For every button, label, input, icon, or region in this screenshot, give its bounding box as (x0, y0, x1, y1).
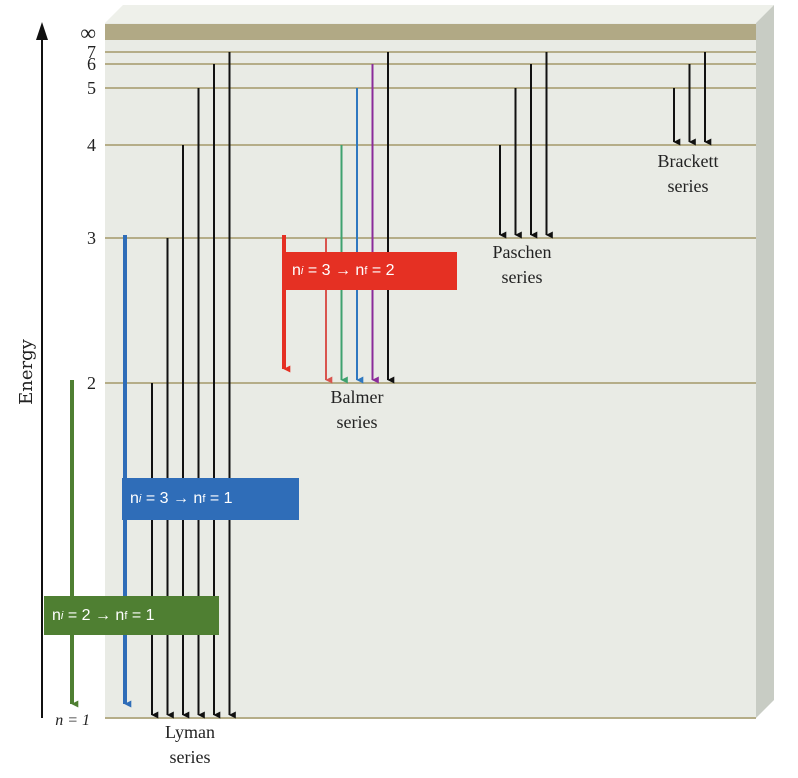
ground-level-label: n = 1 (55, 712, 90, 729)
infinity-band (105, 24, 756, 40)
level-label-7: 7 (87, 42, 96, 62)
panel-side-face (756, 5, 774, 718)
callout-i: i (300, 265, 304, 277)
level-label-3: 3 (87, 228, 96, 248)
callout-n: n (130, 490, 139, 507)
paschen-series-sublabel: series (502, 267, 543, 287)
level-label-6: 6 (87, 54, 96, 74)
callout-f: f (202, 493, 206, 505)
callout-arrow: → (172, 490, 189, 507)
callout-ni: 2 (81, 606, 91, 624)
callout-arrow: → (94, 606, 111, 624)
callout-n2: n (355, 262, 365, 279)
callout-eq: = (145, 490, 156, 507)
lyman-series-label: Lyman (165, 722, 215, 742)
paschen-series-label: Paschen (493, 242, 552, 262)
energy-axis-label: Energy (16, 338, 37, 405)
callout-nf: 1 (223, 490, 233, 507)
callout-eq2: = (371, 262, 382, 279)
callout-ni: 3 (159, 490, 169, 507)
callout-nf: 1 (145, 606, 155, 624)
level-label-∞: ∞ (80, 20, 96, 45)
level-label-2: 2 (87, 373, 96, 393)
balmer-series-label: Balmer (331, 387, 384, 407)
callout-eq: = (67, 606, 78, 624)
callout-n2: n (193, 490, 203, 507)
callout-eq2: = (209, 490, 220, 507)
callout-n: n (292, 262, 301, 279)
callout-eq2: = (131, 606, 142, 624)
brackett-series-sublabel: series (668, 176, 709, 196)
lyman-series-sublabel: series (170, 747, 211, 767)
energy-axis-arrowhead (36, 22, 48, 40)
balmer-series-sublabel: series (337, 412, 378, 432)
callout-eq: = (307, 262, 318, 279)
level-label-4: 4 (87, 135, 96, 155)
callout-f: f (124, 609, 128, 622)
callout-i: i (60, 609, 64, 622)
callout-arrow: → (334, 262, 351, 279)
callout-ni: 3 (321, 262, 331, 279)
level-label-5: 5 (87, 78, 96, 98)
callout-nf: 2 (385, 262, 395, 279)
panel-top-face (105, 5, 774, 23)
callout-i: i (138, 493, 142, 505)
brackett-series-label: Brackett (658, 151, 719, 171)
callout-n2: n (115, 606, 125, 624)
callout-n: n (52, 606, 61, 624)
callout-f: f (364, 265, 368, 277)
